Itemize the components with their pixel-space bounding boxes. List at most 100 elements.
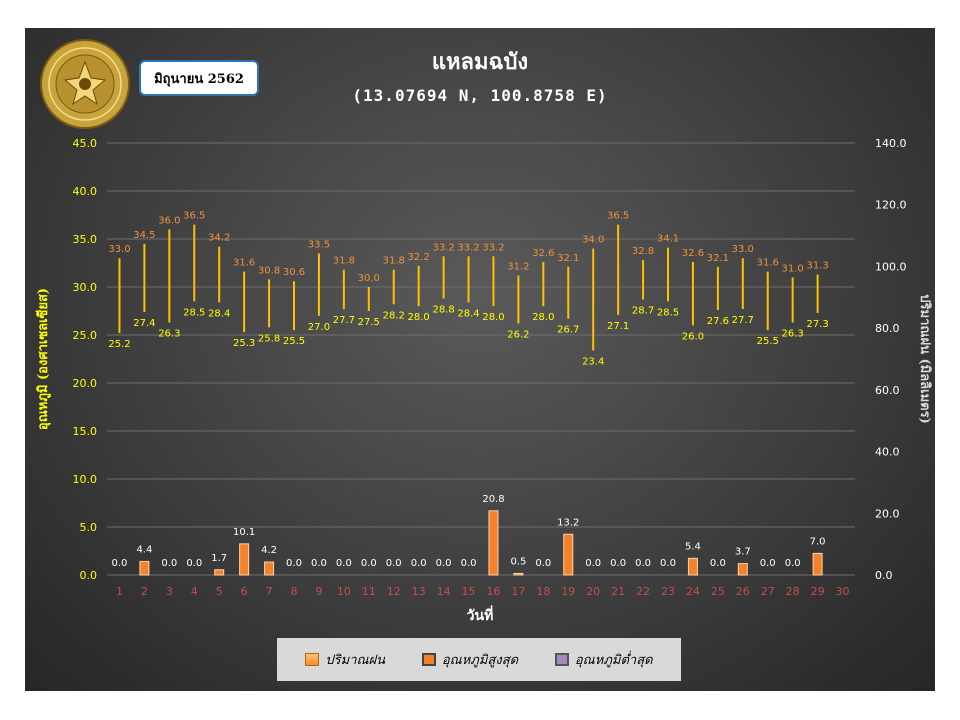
rain-value-label: 0.0	[186, 558, 202, 569]
tmin-value-label: 27.4	[133, 318, 155, 329]
tmax-value-label: 36.5	[183, 211, 205, 222]
rain-value-label: 0.0	[411, 558, 427, 569]
tmin-value-label: 27.7	[333, 315, 355, 326]
rain-bar	[264, 561, 275, 576]
tmax-value-label: 33.2	[482, 242, 504, 253]
legend-item-rain: ปริมาณฝน	[305, 649, 385, 670]
tmax-value-label: 32.2	[408, 252, 430, 263]
tmin-value-label: 28.0	[532, 312, 554, 323]
x-tick-label: 20	[586, 585, 600, 598]
x-tick-label: 10	[337, 585, 351, 598]
tmin-value-label: 23.4	[582, 356, 604, 367]
x-tick-label: 3	[166, 585, 173, 598]
x-tick-label: 27	[761, 585, 775, 598]
rain-value-label: 4.4	[136, 544, 152, 555]
y-left-tick-label: 15.0	[73, 425, 98, 438]
y-left-tick-label: 20.0	[73, 377, 98, 390]
tmax-value-label: 31.0	[782, 263, 804, 274]
x-tick-label: 2	[141, 585, 148, 598]
rain-bar	[737, 563, 748, 576]
rain-bar	[488, 510, 499, 576]
x-tick-label: 6	[241, 585, 248, 598]
legend-item-tmin: อุณหภูมิต่ำสุด	[554, 649, 653, 670]
tmin-value-label: 28.4	[208, 308, 230, 319]
y-left-tick-label: 0.0	[80, 569, 98, 582]
rain-value-label: 0.0	[311, 558, 327, 569]
tmax-value-label: 33.5	[308, 239, 330, 250]
x-tick-label: 22	[636, 585, 650, 598]
tmin-value-label: 27.5	[358, 317, 380, 328]
tmax-value-label: 31.8	[333, 256, 355, 267]
tmin-value-label: 28.7	[632, 305, 654, 316]
x-tick-label: 5	[216, 585, 223, 598]
y-left-tick-label: 45.0	[73, 137, 98, 150]
y-right-tick-label: 120.0	[875, 199, 907, 212]
y-right-tick-label: 0.0	[875, 569, 893, 582]
tmin-value-label: 28.4	[457, 308, 479, 319]
x-tick-label: 1	[116, 585, 123, 598]
y-right-tick-label: 20.0	[875, 507, 900, 520]
y-right-axis-title: ปริมาณฝน (มิลลิเมตร)	[917, 294, 932, 423]
x-axis-title: วันที่	[467, 605, 494, 624]
tmax-value-label: 31.2	[507, 261, 529, 272]
tmin-value-label: 28.0	[408, 312, 430, 323]
tmin-value-label: 25.2	[108, 339, 130, 350]
rain-value-label: 0.0	[386, 558, 402, 569]
y-left-tick-label: 35.0	[73, 233, 98, 246]
tmin-value-label: 26.2	[507, 329, 529, 340]
chart-frame: 0.0 5.0 10.0 15.0 20.0 25.0 30.0 35.0 40.0 45.0 0.…	[25, 28, 935, 691]
x-tick-label: 15	[462, 585, 476, 598]
x-tick-label: 4	[191, 585, 198, 598]
x-tick-label: 17	[511, 585, 525, 598]
tmin-value-label: 25.5	[757, 336, 779, 347]
rain-bar	[139, 560, 150, 576]
tmax-value-label: 33.0	[732, 244, 754, 255]
rain-value-label: 0.0	[461, 558, 477, 569]
tmax-value-label: 33.2	[432, 242, 454, 253]
x-tick-label: 13	[412, 585, 426, 598]
tmin-value-label: 28.2	[383, 310, 405, 321]
x-tick-label: 28	[786, 585, 800, 598]
rain-value-label: 7.0	[810, 536, 826, 547]
x-tick-label: 25	[711, 585, 725, 598]
rain-value-label: 0.0	[286, 558, 302, 569]
rain-value-label: 1.7	[211, 553, 227, 564]
rain-bar	[214, 569, 225, 576]
rain-value-label: 0.0	[785, 558, 801, 569]
tmax-value-label: 36.5	[607, 211, 629, 222]
tmax-value-label: 31.3	[806, 261, 828, 272]
legend-label-tmin: อุณหภูมิต่ำสุด	[574, 653, 653, 668]
tmax-value-label: 34.2	[208, 233, 230, 244]
legend-label-tmax: อุณหภูมิสูงสุด	[441, 653, 519, 668]
tmin-value-label: 26.3	[158, 329, 180, 340]
tmin-value-label: 28.5	[657, 307, 679, 318]
tmax-value-label: 31.8	[383, 256, 405, 267]
tmax-value-label: 36.0	[158, 215, 180, 226]
date-label: มิถุนายน 2562	[139, 60, 259, 96]
y-left-tick-label: 25.0	[73, 329, 98, 342]
y-right-tick-label: 60.0	[875, 384, 900, 397]
tmin-value-label: 25.3	[233, 338, 255, 349]
y-left-tick-label: 40.0	[73, 185, 98, 198]
tmin-value-label: 25.8	[258, 333, 280, 344]
rain-value-label: 0.0	[760, 558, 776, 569]
tmax-value-label: 32.8	[632, 246, 654, 257]
tmax-value-label: 30.6	[283, 267, 305, 278]
tmin-value-label: 27.0	[308, 322, 330, 333]
tmax-value-label: 33.0	[108, 244, 130, 255]
x-tick-label: 11	[362, 585, 376, 598]
tmin-value-label: 28.8	[432, 305, 454, 316]
rain-bar	[812, 552, 823, 576]
tmax-value-label: 31.6	[233, 258, 255, 269]
tmin-value-label: 28.0	[482, 312, 504, 323]
chart-svg: 0.05.010.015.020.025.030.035.040.045.00.…	[35, 39, 932, 624]
rain-bar	[239, 543, 250, 576]
rain-value-label: 5.4	[685, 541, 701, 552]
tmax-value-label: 34.1	[657, 234, 679, 245]
y-right-tick-label: 140.0	[875, 137, 907, 150]
rain-value-label: 20.8	[482, 494, 504, 505]
y-right-tick-label: 80.0	[875, 322, 900, 335]
rain-value-label: 0.5	[510, 556, 526, 567]
tmin-value-label: 27.7	[732, 315, 754, 326]
x-tick-label: 8	[291, 585, 298, 598]
